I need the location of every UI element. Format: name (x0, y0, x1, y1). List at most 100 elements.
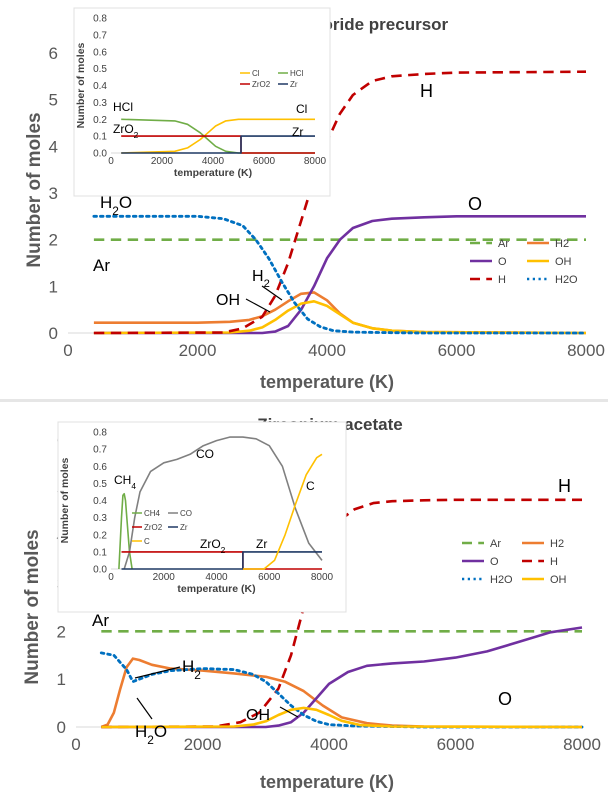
annotation-o: O (468, 194, 482, 214)
inset-x-tick-label: 4000 (202, 156, 225, 167)
y-tick-label: 4 (49, 137, 58, 156)
y-tick-label: 2 (57, 622, 66, 641)
y-tick-label: 5 (49, 91, 58, 110)
inset-y-tick-label: 0.8 (93, 14, 107, 25)
panel-divider (0, 399, 608, 402)
annotation-ar: Ar (93, 256, 110, 275)
inset-background (73, 7, 331, 197)
y-axis-label: Number of moles (22, 529, 43, 684)
y-tick-label: 3 (49, 184, 58, 203)
inset-legend-label-zr: Zr (290, 80, 298, 89)
inset-annotation-hcl: HCl (113, 100, 133, 114)
legend-label-h2: H2 (550, 538, 564, 550)
inset-x-tick-label: 8000 (311, 572, 334, 583)
inset-y-tick-label: 0.2 (93, 115, 107, 126)
inset-x-tick-label: 0 (108, 572, 114, 583)
annotation-arrow-h2o (136, 697, 153, 720)
y-tick-label: 1 (57, 670, 66, 689)
x-tick-label: 6000 (437, 735, 475, 754)
legend-label-o: O (498, 256, 507, 268)
inset-y-tick-label: 0.8 (93, 428, 107, 439)
inset-x-tick-label: 8000 (304, 156, 327, 167)
inset-y-tick-label: 0.2 (93, 530, 107, 541)
inset-annotation-co: CO (196, 447, 214, 461)
y-tick-label: 1 (49, 277, 58, 296)
inset-y-tick-label: 0.3 (93, 98, 107, 109)
x-tick-label: 0 (63, 341, 72, 360)
inset-legend-label-ch4: CH4 (144, 509, 161, 518)
inset-y-axis-label: Number of moles (59, 457, 71, 543)
inset-y-tick-label: 0.1 (93, 132, 107, 143)
y-tick-label: 2 (49, 231, 58, 250)
inset-series-line-co (123, 436, 323, 570)
inset-x-tick-label: 6000 (253, 156, 276, 167)
inset-annotation-c: C (306, 479, 315, 493)
annotation-oh: OH (246, 707, 270, 724)
inset-x-tick-label: 0 (108, 156, 114, 167)
legend-label-ar: Ar (498, 238, 509, 250)
inset-legend-label-zro2: ZrO2 (252, 80, 271, 89)
inset-legend-label-co: CO (180, 509, 192, 518)
annotation-oh: OH (216, 292, 240, 309)
inset-y-axis-label: Number of moles (75, 42, 87, 128)
series-line-h2 (100, 657, 583, 729)
main-chart-zirconil: Zirconil chloride precursor Number of mo… (0, 0, 608, 399)
x-tick-label: 4000 (310, 735, 348, 754)
annotation-o: O (498, 689, 512, 709)
annotation-h: H (420, 81, 433, 101)
annotation-ar: Ar (92, 611, 109, 630)
annotation-h2o: H2O (135, 722, 167, 747)
legend-label-h: H (498, 274, 506, 286)
series-line-oh (93, 299, 587, 335)
legend-label-oh: OH (555, 256, 572, 268)
annotation-arrow-h2 (134, 666, 181, 679)
legend-label-o: O (490, 556, 499, 568)
inset-series-line-cl (121, 118, 315, 154)
x-tick-label: 8000 (567, 341, 605, 360)
inset-annotation-zr: Zr (256, 537, 267, 551)
inset-y-tick-label: 0.0 (93, 149, 107, 160)
inset-y-tick-label: 0.7 (93, 30, 107, 41)
inset-y-tick-label: 0.6 (93, 47, 107, 58)
x-axis-label: temperature (K) (260, 772, 394, 792)
inset-series-line-zr (121, 135, 315, 154)
inset-legend-label-zr: Zr (180, 523, 188, 532)
series-line-o (93, 215, 586, 335)
y-tick-label: 0 (57, 718, 66, 737)
inset-x-tick-label: 4000 (205, 572, 228, 583)
inset-series-line-c (242, 453, 323, 570)
legend-label-h: H (550, 556, 558, 568)
inset-y-tick-label: 0.5 (93, 479, 107, 490)
legend-label-h2: H2 (555, 238, 569, 250)
annotation-h2: H2 (252, 268, 270, 290)
inset-y-tick-label: 0.6 (93, 462, 107, 473)
inset-x-tick-label: 2000 (151, 156, 174, 167)
x-tick-label: 2000 (184, 735, 222, 754)
series-line-h2o (99, 651, 584, 729)
inset-annotation-cl: Cl (296, 102, 307, 116)
series-line-o (101, 626, 583, 729)
inset-annotation-zr: Zr (292, 125, 303, 139)
inset-legend-label-c: C (144, 537, 150, 546)
inset-y-tick-label: 0.0 (93, 565, 107, 576)
legend-label-h2o: H2O (490, 574, 513, 586)
legend-label-ar: Ar (490, 538, 501, 550)
chart-panel-acetate: Zirconium acetate Number of moles temper… (0, 402, 608, 796)
legend-label-oh: OH (550, 574, 567, 586)
inset-annotation-zro2: ZrO2 (200, 537, 226, 555)
y-tick-label: 6 (49, 44, 58, 63)
annotation-h2: H2 (182, 657, 201, 682)
inset-series-line-zr (121, 551, 322, 570)
annotation-h2o: H2O (100, 193, 132, 218)
legend-label-h2o: H2O (555, 274, 578, 286)
inset-x-axis-label: temperature (K) (174, 167, 252, 179)
annotation-arrow-oh (279, 706, 299, 718)
inset-annotation-ch4: CH4 (114, 473, 136, 491)
inset-x-tick-label: 6000 (258, 572, 281, 583)
main-chart-acetate: Zirconium acetate Number of moles temper… (0, 402, 608, 796)
inset-y-tick-label: 0.5 (93, 64, 107, 75)
inset-annotation-zro2: ZrO2 (113, 122, 139, 140)
inset-series-line-ch4 (118, 492, 133, 570)
annotation-arrow-h2 (261, 285, 283, 301)
x-tick-label: 2000 (179, 341, 217, 360)
